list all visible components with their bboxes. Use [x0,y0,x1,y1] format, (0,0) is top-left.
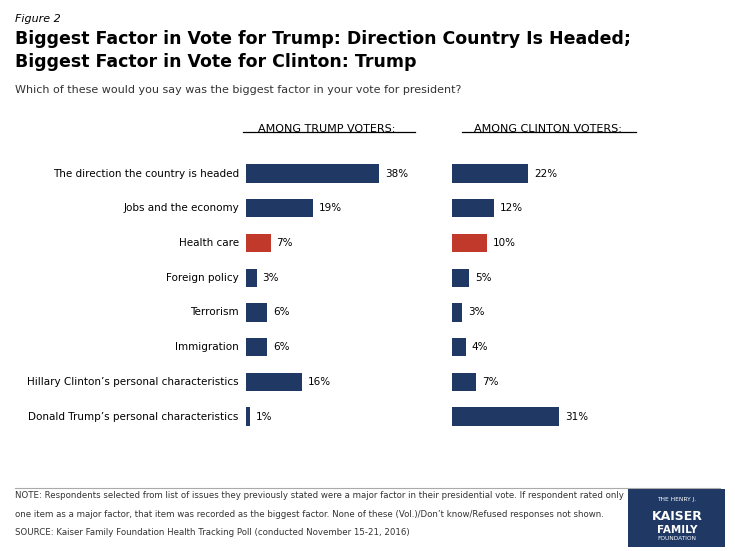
Text: AMONG CLINTON VOTERS:: AMONG CLINTON VOTERS: [473,124,622,134]
FancyBboxPatch shape [452,199,494,217]
Text: Hillary Clinton’s personal characteristics: Hillary Clinton’s personal characteristi… [27,377,239,387]
Text: FOUNDATION: FOUNDATION [657,536,697,541]
FancyBboxPatch shape [246,407,250,425]
Text: 31%: 31% [565,412,589,422]
Text: one item as a major factor, that item was recorded as the biggest factor. None o: one item as a major factor, that item wa… [15,510,603,518]
FancyBboxPatch shape [452,268,470,287]
Text: Figure 2: Figure 2 [15,14,60,24]
Text: Health care: Health care [179,238,239,248]
Text: Donald Trump’s personal characteristics: Donald Trump’s personal characteristics [29,412,239,422]
Text: 1%: 1% [256,412,272,422]
FancyBboxPatch shape [452,372,476,391]
FancyBboxPatch shape [452,338,466,356]
Text: AMONG TRUMP VOTERS:: AMONG TRUMP VOTERS: [259,124,395,134]
FancyBboxPatch shape [246,338,268,356]
Text: 10%: 10% [492,238,515,248]
Text: 3%: 3% [262,273,279,283]
Text: NOTE: Respondents selected from list of issues they previously stated were a maj: NOTE: Respondents selected from list of … [15,491,623,500]
FancyBboxPatch shape [452,164,528,182]
FancyBboxPatch shape [246,234,270,252]
Text: 3%: 3% [468,307,485,317]
Text: 6%: 6% [273,307,290,317]
FancyBboxPatch shape [246,303,268,321]
Text: Immigration: Immigration [175,342,239,352]
FancyBboxPatch shape [452,234,487,252]
Text: 7%: 7% [482,377,498,387]
Text: 16%: 16% [308,377,331,387]
Text: The direction the country is headed: The direction the country is headed [53,169,239,179]
FancyBboxPatch shape [246,268,257,287]
Text: KAISER: KAISER [651,510,703,523]
Text: SOURCE: Kaiser Family Foundation Health Tracking Poll (conducted November 15-21,: SOURCE: Kaiser Family Foundation Health … [15,528,409,537]
FancyBboxPatch shape [246,199,312,217]
FancyBboxPatch shape [452,407,559,425]
FancyBboxPatch shape [246,372,302,391]
Text: THE HENRY J.: THE HENRY J. [657,497,697,502]
Text: Foreign policy: Foreign policy [166,273,239,283]
Text: 19%: 19% [318,203,342,213]
FancyBboxPatch shape [628,489,725,547]
Text: 22%: 22% [534,169,557,179]
FancyBboxPatch shape [246,164,379,182]
FancyBboxPatch shape [452,303,462,321]
Text: 6%: 6% [273,342,290,352]
Text: 12%: 12% [500,203,523,213]
Text: 5%: 5% [476,273,492,283]
Text: Biggest Factor in Vote for Trump: Direction Country Is Headed;
Biggest Factor in: Biggest Factor in Vote for Trump: Direct… [15,30,631,71]
Text: Which of these would you say was the biggest factor in your vote for president?: Which of these would you say was the big… [15,85,461,95]
Text: 38%: 38% [385,169,408,179]
Text: Jobs and the economy: Jobs and the economy [123,203,239,213]
Text: FAMILY: FAMILY [656,525,698,534]
Text: 7%: 7% [276,238,293,248]
Text: Terrorism: Terrorism [190,307,239,317]
Text: 4%: 4% [472,342,488,352]
